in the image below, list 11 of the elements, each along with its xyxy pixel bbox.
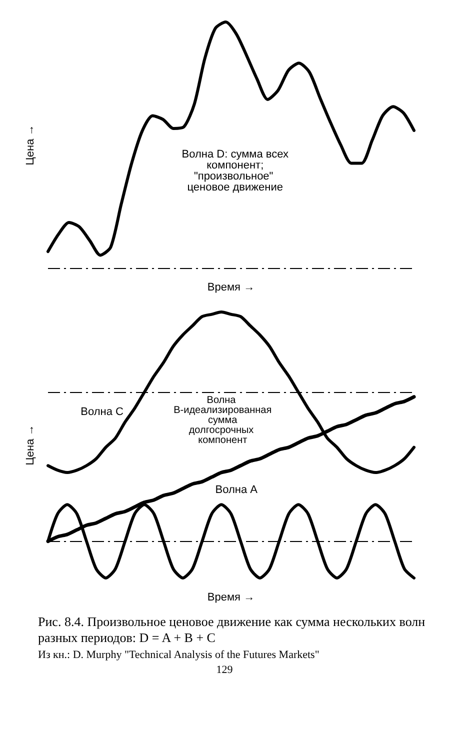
y-axis-title: Цена →	[24, 424, 36, 466]
y-axis-title: Цена →	[24, 124, 36, 166]
text: Рис. 8.4. Произвольное ценовое движение как сумма нескольких волн разных периодов: D = A + B + C	[38, 614, 426, 646]
text: 129	[215, 664, 234, 676]
x-axis-title: Время →	[207, 282, 255, 294]
x-axis-title: Время →	[207, 592, 255, 604]
series-label: Волна A	[215, 484, 258, 496]
series-label: Волна C	[80, 406, 124, 418]
text: Из кн.: D. Murphy "Technical Analysis of the Futures Markets"	[38, 649, 320, 661]
series-label: Волна D: сумма всех компонент; "произвольное" ценовое движение	[182, 148, 289, 194]
series-label: Волна B-идеализированная сумма долгосрочных компонент	[174, 395, 272, 446]
